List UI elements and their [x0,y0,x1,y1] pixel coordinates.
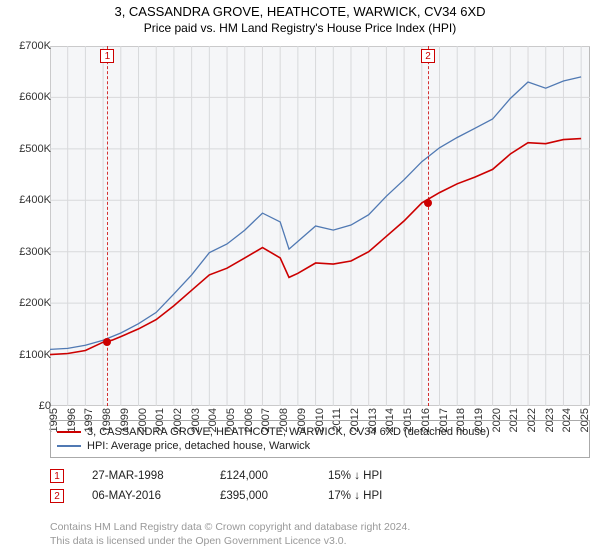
title-subtitle: Price paid vs. HM Land Registry's House … [0,21,600,35]
transaction-marker-icon: 1 [100,49,114,63]
transaction-vline [428,46,429,406]
y-axis-tick-label: £100K [19,349,51,361]
title-address: 3, CASSANDRA GROVE, HEATHCOTE, WARWICK, … [0,4,600,19]
transaction-marker-icon: 1 [50,469,64,483]
legend-row-subject: 3, CASSANDRA GROVE, HEATHCOTE, WARWICK, … [57,425,583,439]
transactions-table: 1 27-MAR-1998 £124,000 15% ↓ HPI 2 06-MA… [50,466,590,506]
plot-area: 1995199619971998199920002001200220032004… [50,46,590,406]
transaction-price: £395,000 [220,490,300,502]
y-axis-tick-label: £300K [19,246,51,258]
transaction-marker-icon: 2 [421,49,435,63]
transactions-row: 2 06-MAY-2016 £395,000 17% ↓ HPI [50,486,590,506]
y-axis-tick-label: £700K [19,40,51,52]
transaction-dot [424,199,432,207]
footer: Contains HM Land Registry data © Crown c… [50,520,590,548]
legend-swatch-subject [57,431,81,433]
legend: 3, CASSANDRA GROVE, HEATHCOTE, WARWICK, … [50,420,590,458]
titles: 3, CASSANDRA GROVE, HEATHCOTE, WARWICK, … [0,0,600,35]
legend-row-hpi: HPI: Average price, detached house, Warw… [57,439,583,453]
legend-label-hpi: HPI: Average price, detached house, Warw… [87,440,310,452]
legend-label-subject: 3, CASSANDRA GROVE, HEATHCOTE, WARWICK, … [87,426,490,438]
transaction-dot [103,338,111,346]
transaction-vline [107,46,108,406]
chart-svg [50,46,590,406]
footer-line1: Contains HM Land Registry data © Crown c… [50,520,590,534]
transaction-price: £124,000 [220,470,300,482]
transaction-delta: 15% ↓ HPI [328,470,382,482]
transactions-row: 1 27-MAR-1998 £124,000 15% ↓ HPI [50,466,590,486]
footer-line2: This data is licensed under the Open Gov… [50,534,590,548]
transaction-date: 27-MAR-1998 [92,470,192,482]
y-axis-tick-label: £0 [39,400,51,412]
y-axis-tick-label: £500K [19,143,51,155]
y-axis-tick-label: £400K [19,194,51,206]
y-axis-tick-label: £200K [19,297,51,309]
legend-swatch-hpi [57,445,81,447]
page: 3, CASSANDRA GROVE, HEATHCOTE, WARWICK, … [0,0,600,560]
transaction-delta: 17% ↓ HPI [328,490,382,502]
transaction-marker-icon: 2 [50,489,64,503]
y-axis-tick-label: £600K [19,91,51,103]
transaction-date: 06-MAY-2016 [92,490,192,502]
